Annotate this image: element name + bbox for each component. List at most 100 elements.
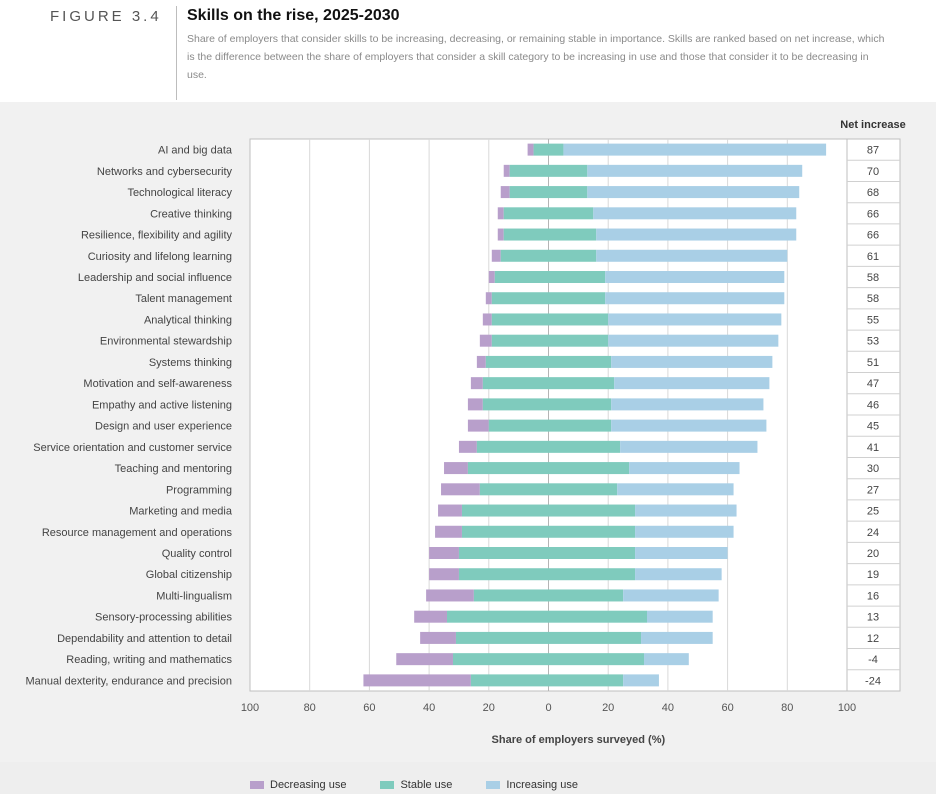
bar-increasing-19 — [635, 547, 728, 559]
category-label-9: Environmental stewardship — [100, 336, 232, 348]
net-increase-value-14: 41 — [867, 442, 879, 454]
category-label-22: Sensory-processing abilities — [95, 612, 232, 624]
bar-increasing-2 — [587, 186, 800, 199]
skills-chart: Net increase AI and big data 87 Networks an… — [26, 119, 906, 746]
net-increase-value-10: 51 — [867, 357, 879, 369]
bar-increasing-3 — [593, 207, 797, 220]
bar-stable-3 — [503, 207, 594, 220]
category-label-20: Global citizenship — [146, 569, 232, 581]
net-increase-value-0: 87 — [867, 145, 879, 157]
bar-stable-13 — [488, 419, 612, 432]
bar-decreasing-23 — [420, 631, 456, 644]
bar-increasing-16 — [617, 483, 734, 496]
bar-increasing-9 — [608, 334, 779, 347]
bar-increasing-0 — [563, 143, 827, 156]
x-tick-label-9: 80 — [781, 702, 793, 714]
bar-decreasing-12 — [467, 398, 483, 411]
x-tick-label-8: 60 — [721, 702, 733, 714]
figure-subtitle: Share of employers that consider skills … — [187, 33, 885, 81]
net-increase-value-4: 66 — [867, 230, 879, 242]
bar-stable-24 — [452, 653, 645, 666]
bar-stable-23 — [455, 631, 642, 644]
net-increase-value-16: 27 — [867, 484, 879, 496]
net-increase-value-9: 53 — [867, 336, 879, 348]
category-label-19: Quality control — [162, 548, 232, 560]
category-label-0: AI and big data — [158, 145, 233, 157]
net-increase-value-3: 66 — [867, 208, 879, 220]
net-increase-value-7: 58 — [867, 293, 879, 305]
legend-label-decreasing: Decreasing use — [270, 779, 347, 791]
bar-stable-8 — [491, 313, 609, 326]
figure-header: FIGURE 3.4 Skills on the rise, 2025-2030… — [0, 0, 936, 102]
bar-decreasing-1 — [503, 164, 510, 177]
legend-background — [0, 762, 936, 794]
bar-increasing-25 — [623, 674, 659, 687]
category-label-13: Design and user experience — [95, 421, 232, 433]
category-label-7: Talent management — [135, 293, 232, 305]
bar-decreasing-16 — [441, 483, 480, 496]
category-label-10: Systems thinking — [149, 357, 232, 369]
bar-decreasing-2 — [500, 186, 510, 199]
category-label-18: Resource management and operations — [42, 527, 233, 539]
category-label-24: Reading, writing and mathematics — [66, 654, 232, 666]
x-tick-label-2: 60 — [363, 702, 375, 714]
bar-decreasing-7 — [485, 292, 492, 305]
category-label-3: Creative thinking — [150, 208, 232, 220]
bar-decreasing-25 — [363, 674, 471, 687]
header-divider — [176, 6, 177, 100]
bar-stable-2 — [509, 186, 588, 199]
legend-swatch-stable — [380, 781, 395, 789]
net-increase-value-15: 30 — [867, 463, 879, 475]
category-label-17: Marketing and media — [129, 506, 233, 518]
bar-stable-14 — [476, 440, 621, 453]
bar-decreasing-24 — [396, 653, 453, 666]
bar-stable-20 — [458, 568, 636, 581]
bar-stable-7 — [491, 292, 606, 305]
bar-decreasing-19 — [429, 547, 459, 559]
net-increase-value-5: 61 — [867, 251, 879, 263]
category-label-1: Networks and cybersecurity — [97, 166, 233, 178]
bar-increasing-6 — [605, 271, 785, 283]
net-increase-value-24: -4 — [868, 654, 878, 666]
bar-decreasing-21 — [426, 589, 474, 602]
bar-increasing-10 — [611, 355, 773, 368]
net-increase-value-11: 47 — [867, 378, 879, 390]
bar-decreasing-3 — [497, 207, 504, 220]
bar-stable-12 — [482, 398, 612, 411]
bar-increasing-14 — [620, 440, 758, 453]
x-tick-label-6: 20 — [602, 702, 614, 714]
bar-stable-9 — [491, 334, 609, 347]
bar-increasing-5 — [596, 249, 788, 262]
net-increase-value-21: 16 — [867, 590, 879, 602]
bar-stable-1 — [509, 164, 588, 177]
bar-decreasing-22 — [414, 610, 448, 623]
bar-stable-17 — [461, 504, 636, 517]
figure-label: FIGURE 3.4 — [50, 8, 162, 25]
bar-decreasing-0 — [527, 143, 534, 156]
bar-stable-15 — [467, 462, 630, 475]
category-label-5: Curiosity and lifelong learning — [88, 251, 232, 263]
net-increase-value-6: 58 — [867, 272, 879, 284]
bar-decreasing-20 — [429, 568, 459, 581]
bar-increasing-8 — [608, 313, 782, 326]
category-label-21: Multi-lingualism — [156, 590, 232, 602]
bar-increasing-13 — [611, 419, 767, 432]
legend-swatch-increasing — [486, 781, 501, 789]
net-increase-value-17: 25 — [867, 506, 879, 518]
bar-increasing-18 — [635, 525, 734, 538]
category-label-2: Technological literacy — [127, 187, 232, 199]
category-label-15: Teaching and mentoring — [115, 463, 232, 475]
category-label-14: Service orientation and customer service — [33, 442, 232, 454]
bar-decreasing-15 — [444, 462, 468, 475]
bar-increasing-1 — [587, 164, 803, 177]
x-axis-label: Share of employers surveyed (%) — [492, 734, 666, 746]
bar-increasing-17 — [635, 504, 737, 517]
bar-increasing-4 — [596, 228, 797, 241]
category-label-11: Motivation and self-awareness — [83, 378, 232, 390]
legend-item-increasing: Increasing use — [486, 779, 578, 791]
figure-title: Skills on the rise, 2025-2030 — [187, 7, 400, 24]
category-label-4: Resilience, flexibility and agility — [81, 230, 233, 242]
bar-increasing-23 — [641, 631, 713, 644]
bar-stable-21 — [473, 589, 624, 602]
net-increase-value-12: 46 — [867, 399, 879, 411]
